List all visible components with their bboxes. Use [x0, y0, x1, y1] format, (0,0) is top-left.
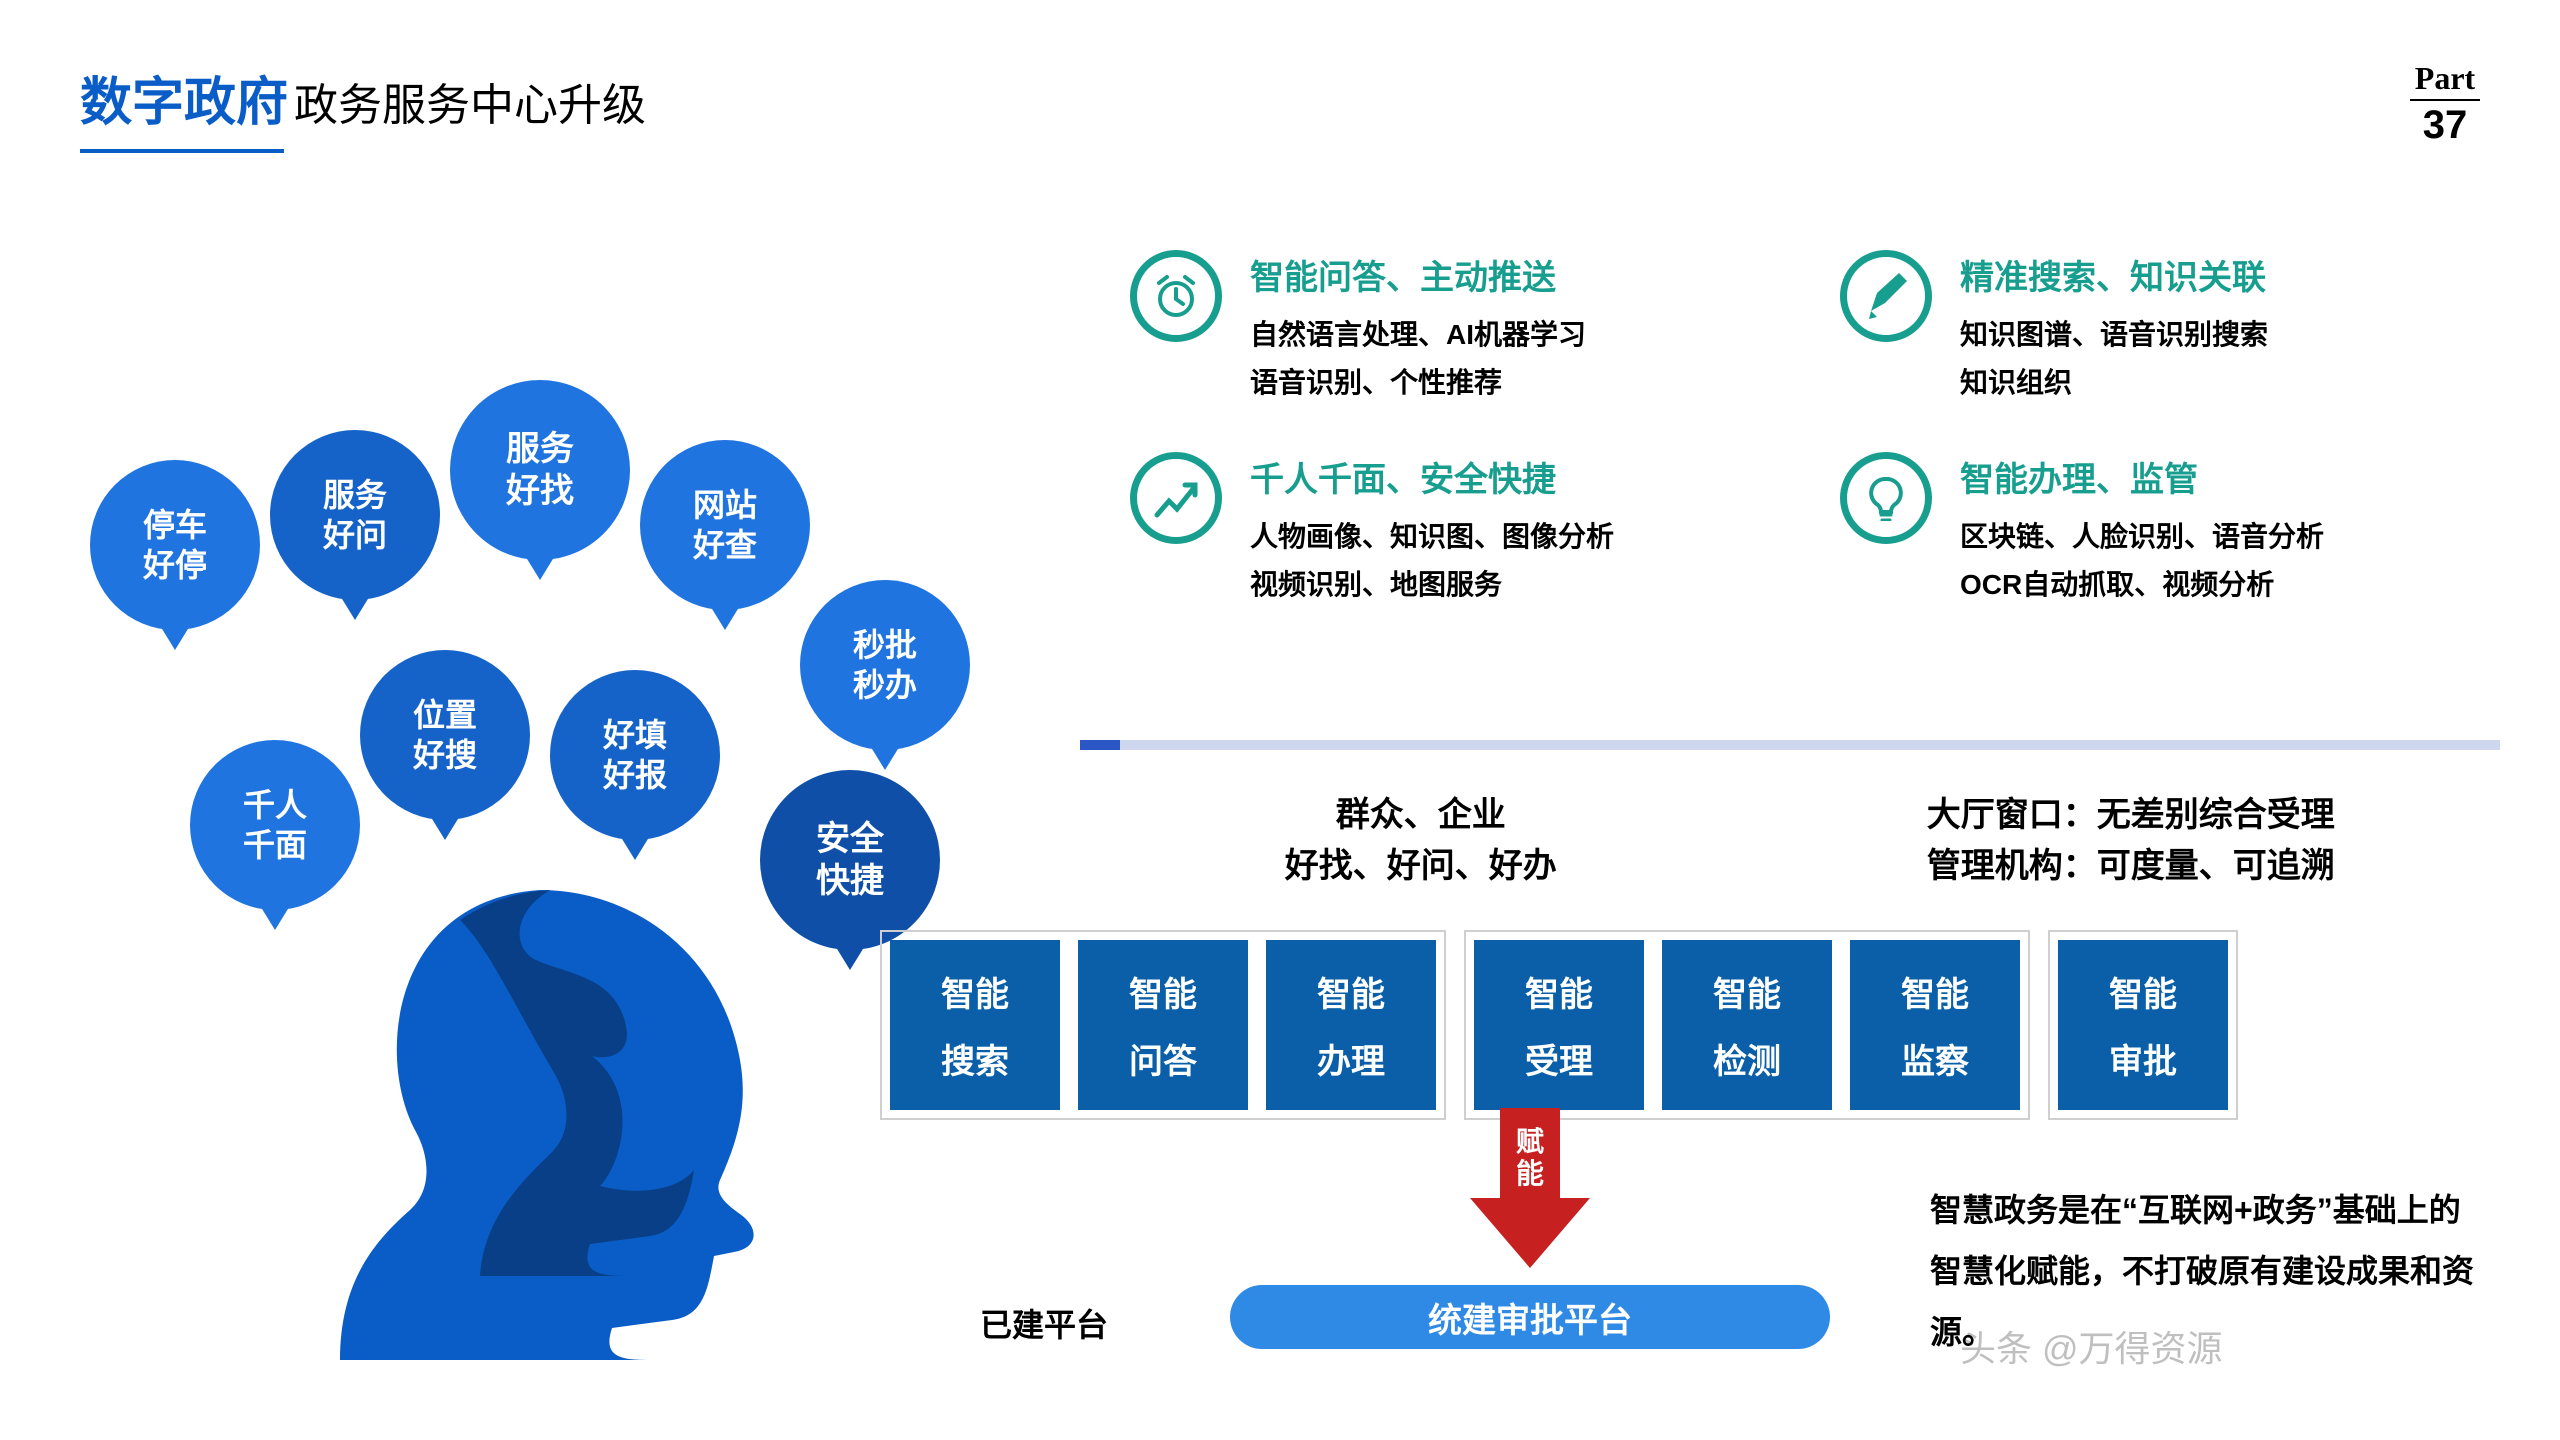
- thought-bubble: 服务好找: [450, 380, 630, 560]
- thought-bubble: 好填好报: [550, 670, 720, 840]
- mid-label-right: 大厅窗口：无差别综合受理管理机构：可度量、可追溯: [1762, 790, 2500, 892]
- platform-label: 已建平台: [980, 1300, 1108, 1346]
- title-bold: 数字政府: [80, 60, 288, 135]
- watermark-text: 头条 @万得资源: [1960, 1320, 2223, 1372]
- capability-tile: 智能受理: [1474, 940, 1644, 1110]
- chart-icon: [1130, 452, 1222, 544]
- feature-title: 智能办理、监管: [1960, 452, 2324, 501]
- feature-desc: 人物画像、知识图、图像分析视频识别、地图服务: [1250, 513, 1614, 608]
- feature-item: 千人千面、安全快捷人物画像、知识图、图像分析视频识别、地图服务: [1130, 452, 1780, 608]
- thought-bubble: 秒批秒办: [800, 580, 970, 750]
- thought-bubble: 服务好问: [270, 430, 440, 600]
- capability-tiles: 智能搜索智能问答智能办理智能受理智能检测智能监察智能审批: [880, 930, 2520, 1120]
- part-label: Part: [2410, 60, 2480, 97]
- capability-tile: 智能检测: [1662, 940, 1832, 1110]
- feature-title: 智能问答、主动推送: [1250, 250, 1586, 299]
- feature-item: 精准搜索、知识关联知识图谱、语音识别搜索知识组织: [1840, 250, 2490, 406]
- pen-icon: [1840, 250, 1932, 342]
- arrow-label: 赋能: [1510, 1126, 1550, 1190]
- capability-tile: 智能监察: [1850, 940, 2020, 1110]
- tile-group: 智能受理智能检测智能监察: [1464, 930, 2030, 1120]
- slide-header: 数字政府 政务服务中心升级 Part 37: [80, 60, 2480, 153]
- thought-bubble: 网站好查: [640, 440, 810, 610]
- capability-tile: 智能审批: [2058, 940, 2228, 1110]
- clock-icon: [1130, 250, 1222, 342]
- platform-pill: 统建审批平台: [1230, 1285, 1830, 1349]
- feature-desc: 自然语言处理、AI机器学习语音识别、个性推荐: [1250, 311, 1586, 406]
- empower-arrow: 赋能: [1470, 1108, 1590, 1273]
- mid-label-left: 群众、企业好找、好问、好办: [1080, 790, 1762, 892]
- capability-tile: 智能办理: [1266, 940, 1436, 1110]
- capability-tile: 智能搜索: [890, 940, 1060, 1110]
- tile-group: 智能审批: [2048, 930, 2238, 1120]
- thought-bubble: 位置好搜: [360, 650, 530, 820]
- feature-item: 智能问答、主动推送自然语言处理、AI机器学习语音识别、个性推荐: [1130, 250, 1780, 406]
- mid-labels: 群众、企业好找、好问、好办 大厅窗口：无差别综合受理管理机构：可度量、可追溯: [1080, 790, 2500, 892]
- part-number: 37: [2410, 103, 2480, 148]
- feature-grid: 智能问答、主动推送自然语言处理、AI机器学习语音识别、个性推荐精准搜索、知识关联…: [1130, 250, 2490, 608]
- tile-group: 智能搜索智能问答智能办理: [880, 930, 1446, 1120]
- bulb-icon: [1840, 452, 1932, 544]
- title-underline: [80, 149, 284, 153]
- title-sub: 政务服务中心升级: [294, 69, 646, 133]
- thought-bubble: 停车好停: [90, 460, 260, 630]
- feature-title: 千人千面、安全快捷: [1250, 452, 1614, 501]
- section-divider: [1080, 740, 2500, 750]
- part-indicator: Part 37: [2410, 60, 2480, 148]
- capability-tile: 智能问答: [1078, 940, 1248, 1110]
- feature-item: 智能办理、监管区块链、人脸识别、语音分析OCR自动抓取、视频分析: [1840, 452, 2490, 608]
- feature-desc: 区块链、人脸识别、语音分析OCR自动抓取、视频分析: [1960, 513, 2324, 608]
- head-silhouette-icon: [280, 880, 800, 1360]
- feature-desc: 知识图谱、语音识别搜索知识组织: [1960, 311, 2268, 406]
- feature-title: 精准搜索、知识关联: [1960, 250, 2268, 299]
